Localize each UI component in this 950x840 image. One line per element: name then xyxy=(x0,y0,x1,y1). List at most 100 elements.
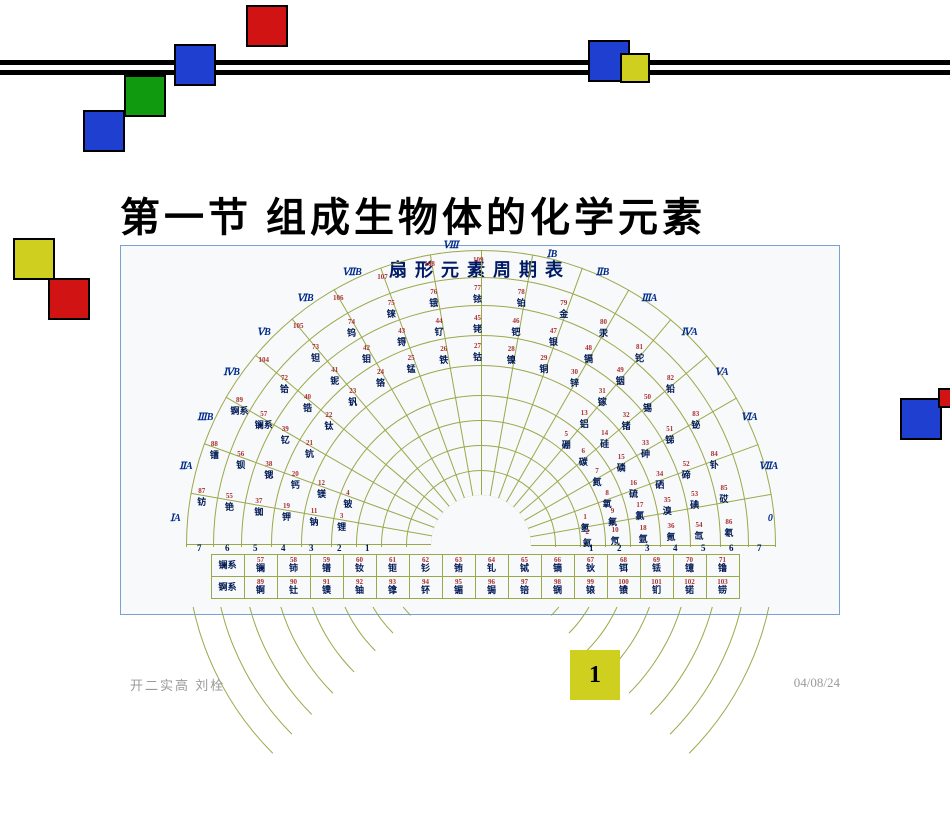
element-cell: 49铟 xyxy=(616,367,625,387)
element-cell: 2氦 xyxy=(583,529,592,549)
series-element: 94钚 xyxy=(409,576,443,599)
decor-square xyxy=(938,388,950,408)
group-label: ⅣB xyxy=(223,367,240,378)
series-element: 71镥 xyxy=(706,554,740,577)
element-cell: 47银 xyxy=(549,328,558,348)
group-label: ⅥB xyxy=(297,293,314,304)
element-cell: 6碳 xyxy=(579,448,588,468)
element-cell: 12镁 xyxy=(317,480,326,500)
series-element: 60钕 xyxy=(343,554,377,577)
element-cell: 39钇 xyxy=(281,426,290,446)
series-element: 67钬 xyxy=(574,554,608,577)
element-cell: 40锆 xyxy=(303,394,312,414)
element-cell: 23钒 xyxy=(348,388,357,408)
decor-square xyxy=(124,75,166,117)
element-cell: 105 xyxy=(293,323,304,330)
element-cell: 88镭 xyxy=(210,441,219,461)
element-cell: 13铝 xyxy=(580,410,589,430)
group-label: ⅢA xyxy=(641,293,657,304)
element-cell: 10氖 xyxy=(611,527,620,547)
group-label: ⅡB xyxy=(596,267,609,278)
element-cell: 85砹 xyxy=(719,485,728,505)
group-label: 0 xyxy=(768,513,773,524)
element-cell: 76锇 xyxy=(429,289,438,309)
decor-square xyxy=(620,53,650,83)
decor-square xyxy=(48,278,90,320)
element-cell: 74钨 xyxy=(347,319,356,339)
element-cell: 38锶 xyxy=(264,461,273,481)
element-cell: 48镉 xyxy=(584,345,593,365)
series-element: 90钍 xyxy=(277,576,311,599)
series-element: 103铹 xyxy=(706,576,740,599)
series-element: 65铽 xyxy=(508,554,542,577)
series-element: 66镝 xyxy=(541,554,575,577)
series-element: 70镱 xyxy=(673,554,707,577)
series-element: 95镅 xyxy=(442,576,476,599)
element-cell: 106 xyxy=(333,295,344,302)
group-label: ⅡA xyxy=(179,461,192,472)
group-label: ⅥA xyxy=(741,412,758,423)
element-cell: 84钋 xyxy=(710,451,719,471)
group-label: ⅠB xyxy=(547,249,558,260)
page-number-badge: 1 xyxy=(570,650,620,700)
group-label: ⅣA xyxy=(681,327,698,338)
element-cell: 27钴 xyxy=(473,343,482,363)
series-element: 100镄 xyxy=(607,576,641,599)
group-label: ⅤA xyxy=(715,367,729,378)
element-cell: 5硼 xyxy=(562,431,571,451)
period-label: 4 xyxy=(281,543,286,553)
series-element: 102锘 xyxy=(673,576,707,599)
decor-square xyxy=(13,238,55,280)
element-cell: 15磷 xyxy=(617,454,626,474)
element-cell: 34硒 xyxy=(655,471,664,491)
element-cell: 17氯 xyxy=(635,502,644,522)
element-cell: 78铂 xyxy=(517,289,526,309)
period-label: 7 xyxy=(757,543,762,553)
series-element: 98锎 xyxy=(541,576,575,599)
element-cell: 9氟 xyxy=(608,508,617,528)
element-cell: 31镓 xyxy=(598,388,607,408)
element-cell: 75铼 xyxy=(387,300,396,320)
element-cell: 18氩 xyxy=(639,525,648,545)
element-cell: 107 xyxy=(377,274,388,281)
period-label: 6 xyxy=(225,543,230,553)
element-cell: 104 xyxy=(259,357,270,364)
element-cell: 86氡 xyxy=(724,519,733,539)
element-cell: 43锝 xyxy=(397,328,406,348)
series-element: 59镨 xyxy=(310,554,344,577)
element-cell: 37铷 xyxy=(254,498,263,518)
period-label: 1 xyxy=(365,543,370,553)
element-cell: 83铋 xyxy=(691,411,700,431)
decor-square xyxy=(83,110,125,152)
group-label: ⅦB xyxy=(342,267,362,278)
series-element: 61钷 xyxy=(376,554,410,577)
element-cell: 56钡 xyxy=(236,451,245,471)
element-cell: 42钼 xyxy=(362,345,371,365)
period-label: 5 xyxy=(253,543,258,553)
element-cell: 33砷 xyxy=(641,440,650,460)
element-cell: 11钠 xyxy=(310,508,319,528)
element-cell: 51锑 xyxy=(665,426,674,446)
group-label: Ⅷ xyxy=(443,240,459,251)
group-label: ⅦA xyxy=(759,461,779,472)
element-cell: 87钫 xyxy=(197,488,206,508)
element-cell: 41铌 xyxy=(330,367,339,387)
element-cell: 89锕系 xyxy=(231,397,249,417)
series-element: 63铕 xyxy=(442,554,476,577)
element-cell: 54氙 xyxy=(694,522,703,542)
element-cell: 82铅 xyxy=(666,375,675,395)
series-element: 62钐 xyxy=(409,554,443,577)
element-cell: 72铪 xyxy=(280,375,289,395)
series-element: 97锫 xyxy=(508,576,542,599)
element-cell: 26铁 xyxy=(439,346,448,366)
series-element: 93镎 xyxy=(376,576,410,599)
element-cell: 7氮 xyxy=(593,468,602,488)
element-cell: 32锗 xyxy=(622,412,631,432)
page-title: 第一节 组成生物体的化学元素 xyxy=(120,185,706,243)
element-cell: 16硫 xyxy=(629,480,638,500)
period-label: 3 xyxy=(309,543,314,553)
period-label: 5 xyxy=(701,543,706,553)
series-head: 锕系 xyxy=(211,576,245,599)
element-cell: 73钽 xyxy=(311,344,320,364)
element-cell: 14硅 xyxy=(600,430,609,450)
